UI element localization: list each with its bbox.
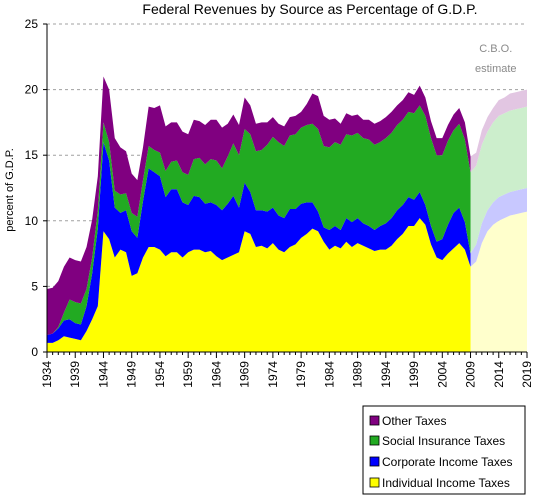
legend-label-individual-income-taxes: Individual Income Taxes — [382, 476, 510, 490]
legend-swatch-corporate-income-taxes — [369, 456, 380, 467]
area-other-taxes — [47, 76, 471, 335]
x-tick-label: 1994 — [379, 361, 393, 388]
x-tick-label: 2019 — [520, 361, 533, 388]
x-tick-label: 1934 — [40, 361, 54, 388]
axes: 0 5 10 15 20 25 1934 1939 1944 1949 1954 1959 1964 19… — [25, 17, 533, 388]
x-tick-label: 2009 — [464, 361, 478, 388]
x-tick-label: 1954 — [153, 361, 167, 388]
x-tick-label: 1964 — [209, 361, 223, 388]
x-tick-label: 1944 — [96, 361, 110, 388]
area-corporate-income-taxes — [47, 142, 471, 343]
legend: Other Taxes Social Insurance Taxes Corpora… — [362, 405, 526, 495]
estimate-area-social-insurance-taxes — [470, 106, 527, 254]
x-tick-label: 1969 — [238, 361, 252, 388]
x-tick-label: 1984 — [322, 361, 336, 388]
x-tick-label: 1974 — [266, 361, 280, 388]
y-tick-label: 20 — [25, 83, 39, 97]
legend-swatch-other-taxes — [369, 415, 380, 426]
y-tick-label: 5 — [31, 279, 38, 293]
y-tick-label: 10 — [25, 214, 39, 228]
chart-title: Federal Revenues by Source as Percentage… — [142, 1, 477, 17]
y-axis-label: percent of G.D.P. — [4, 148, 16, 232]
cbo-estimate-areas — [470, 89, 527, 352]
x-tick-label: 1999 — [407, 361, 421, 388]
area-social-insurance-taxes — [47, 105, 471, 335]
x-tick-label: 1989 — [351, 361, 365, 388]
x-tick-label: 2014 — [492, 361, 506, 388]
legend-label-corporate-income-taxes: Corporate Income Taxes — [382, 455, 513, 469]
y-tick-label: 0 — [31, 345, 38, 359]
y-tick-label: 25 — [25, 17, 39, 31]
x-tick-label: 2004 — [435, 361, 449, 388]
area-individual-income-taxes — [47, 218, 471, 352]
y-tick-label: 15 — [25, 148, 39, 162]
cbo-estimate-annotation: C.B.O. estimate — [475, 43, 517, 75]
cbo-estimate-label: C.B.O. estimate — [475, 43, 517, 75]
estimate-area-other-taxes — [470, 89, 527, 173]
estimate-area-corporate-income-taxes — [470, 188, 527, 267]
x-tick-label: 1939 — [68, 361, 82, 388]
historical-areas — [47, 76, 471, 352]
legend-swatch-social-insurance-taxes — [369, 435, 380, 446]
legend-box — [362, 405, 526, 495]
x-tick-label: 1959 — [181, 361, 195, 388]
legend-label-other-taxes: Other Taxes — [382, 414, 446, 428]
legend-label-social-insurance-taxes: Social Insurance Taxes — [382, 434, 505, 448]
x-tick-label: 1949 — [125, 361, 139, 388]
estimate-area-individual-income-taxes — [470, 211, 527, 352]
legend-swatch-individual-income-taxes — [369, 477, 380, 488]
x-tick-label: 1979 — [294, 361, 308, 388]
